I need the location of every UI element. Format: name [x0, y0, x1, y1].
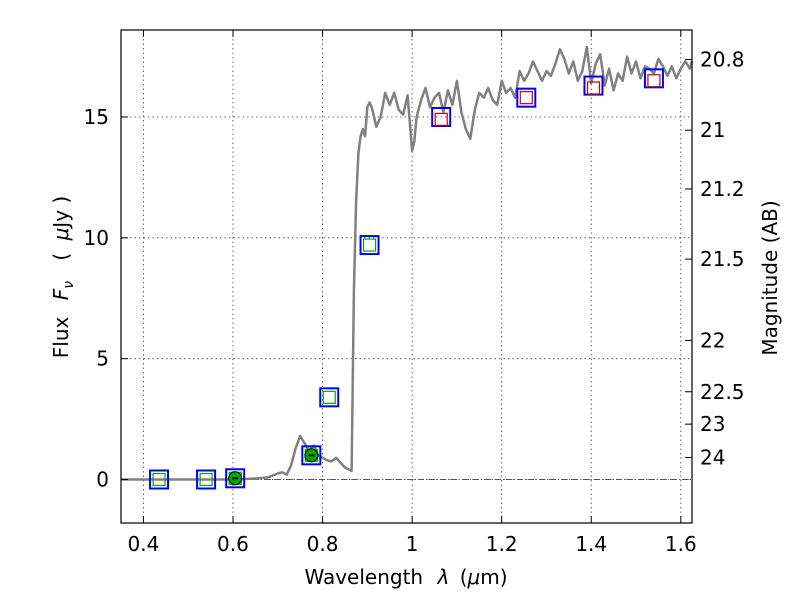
x-axis-label: Wavelength λ (μm): [304, 565, 507, 589]
mag-tick-label: 21.2: [700, 177, 745, 201]
mag-tick-label: 23: [700, 412, 725, 436]
x-tick-label: 0.4: [127, 532, 159, 556]
data-point: [516, 87, 537, 108]
magnitude-axis-label: Magnitude (AB): [758, 200, 782, 355]
y-tick-label: 10: [84, 226, 109, 250]
plot-area: [121, 30, 692, 523]
data-point: [647, 74, 661, 88]
y-axis-label: Flux Fν ( μJy ): [49, 196, 78, 358]
mag-tick-label: 21.5: [700, 247, 745, 271]
mag-tick-label: 20.8: [700, 48, 745, 72]
y-tick-label: 5: [96, 347, 109, 371]
markers-layer: [149, 68, 664, 490]
x-tick-label: 1.2: [486, 532, 518, 556]
y-tick-label: 15: [84, 105, 109, 129]
data-point: [152, 472, 166, 487]
x-tick-label: 1.6: [665, 532, 697, 556]
data-point: [362, 238, 377, 252]
data-point: [586, 81, 601, 95]
x-tick-label: 0.8: [307, 532, 339, 556]
data-point: [301, 445, 322, 466]
mag-tick-label: 22: [700, 328, 725, 352]
mag-tick-label: 22.5: [700, 380, 745, 404]
mag-tick-label: 24: [700, 445, 725, 469]
x-tick-label: 0.6: [217, 532, 249, 556]
x-tick-label: 1.4: [575, 532, 607, 556]
plot-frame: [120, 29, 693, 524]
data-point: [322, 390, 336, 404]
y-tick-label: 0: [96, 468, 109, 492]
mag-tick-label: 21: [700, 118, 725, 142]
data-point: [434, 112, 448, 127]
data-point: [225, 468, 246, 489]
data-point: [149, 469, 170, 490]
data-point: [196, 469, 217, 490]
x-tick-label: 1: [406, 532, 419, 556]
data-point: [519, 91, 533, 105]
data-point: [319, 387, 340, 408]
data-point: [199, 472, 213, 487]
data-point: [359, 235, 380, 256]
ticks-layer: 0.4 0.6 0.8 1 1.2 1.4 1.6 0 5 10 15 20.8 21 21.2 21.5 2…: [84, 30, 745, 556]
